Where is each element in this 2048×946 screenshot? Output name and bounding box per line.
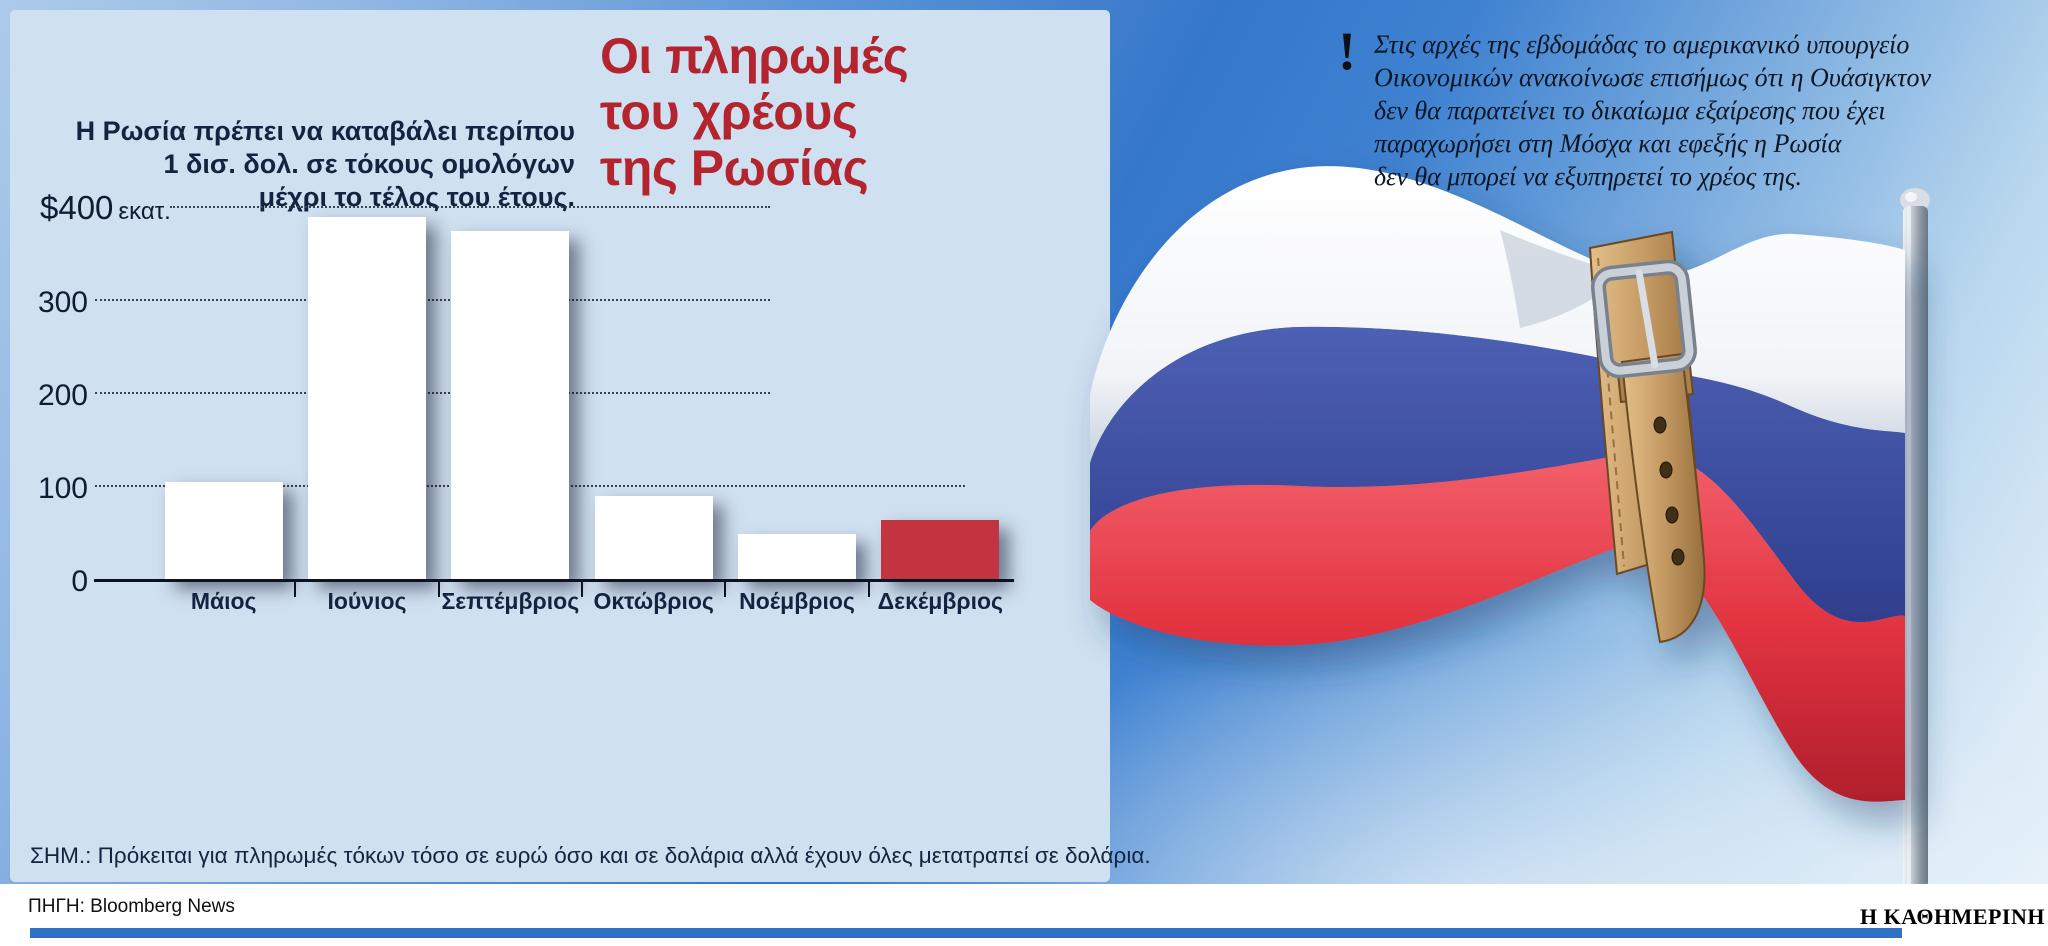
gridline-200: [95, 392, 770, 394]
bar-Νοέμβριος: [738, 533, 856, 580]
subtitle-line: 1 δισ. δολ. σε τόκους ομολόγων: [163, 149, 575, 179]
x-axis-label-Μάιος: Μάιος: [190, 588, 257, 614]
x-axis-tick: [437, 582, 440, 597]
bar-Μάιος: [164, 482, 283, 580]
y-axis-label-0: 0: [71, 565, 88, 598]
title-line: του χρέους: [600, 84, 858, 140]
x-axis-tick: [724, 582, 727, 597]
x-axis-tick: [294, 582, 297, 597]
y-axis-label-100: 100: [37, 472, 88, 505]
chart-note: ΣΗΜ.: Πρόκειται για πληρωμές τόκων τόσο …: [30, 843, 1151, 868]
title-line: της Ρωσίας: [600, 140, 869, 196]
callout-line: Στις αρχές της εβδομάδας το αμερικανικό …: [1373, 30, 1910, 59]
bar-Δεκέμβριος: [881, 519, 1000, 580]
chart-title: Οι πληρωμές του χρέους της Ρωσίας: [600, 28, 909, 196]
y-axis-label-top: $400 εκατ.: [40, 189, 171, 226]
bar-Οκτώβριος: [594, 496, 713, 580]
gridline-400: [170, 206, 770, 208]
x-axis-label-Ιούνιος: Ιούνιος: [327, 588, 407, 614]
chart-panel: Η Ρωσία πρέπει να καταβάλει περίπου 1 δι…: [10, 10, 1151, 882]
y-axis-label-200: 200: [37, 379, 88, 412]
x-axis-label-Νοέμβριος: Νοέμβριος: [739, 588, 855, 614]
callout-line: δεν θα παρατείνει το δικαίωμα εξαίρεσης …: [1373, 96, 1886, 125]
gridline-300: [95, 299, 770, 301]
source-credit: ΠΗΓΗ: Bloomberg News: [28, 896, 235, 917]
x-axis-line: [94, 579, 1014, 582]
title-line: Οι πληρωμές: [600, 28, 909, 84]
x-axis-tick: [867, 582, 870, 597]
footer-rule: [30, 928, 1902, 938]
plot-area: 0 100 200 300 $400 εκατ. Μάιος Ιούνιος Σεπτέμβρι…: [38, 180, 1014, 614]
newspaper-logo: Η ΚΑΘΗΜΕΡΙΝΗ: [1860, 904, 2045, 929]
x-axis-label-Οκτώβριος: Οκτώβριος: [593, 588, 714, 614]
footer: ΠΗΓΗ: Bloomberg News Η ΚΑΘΗΜΕΡΙΝΗ: [0, 884, 2048, 946]
x-axis-label-Σεπτέμβριος: Σεπτέμβριος: [441, 588, 580, 614]
x-axis-label-Δεκέμβριος: Δεκέμβριος: [877, 588, 1004, 614]
callout-text: Στις αρχές της εβδομάδας το αμερικανικό …: [1374, 28, 1931, 193]
subtitle-line: Η Ρωσία πρέπει να καταβάλει περίπου: [75, 116, 575, 146]
y-axis-label-300: 300: [37, 286, 88, 319]
callout-line: παραχωρήσει στη Μόσχα και εφεξής η Ρωσία: [1373, 129, 1842, 158]
bar-Σεπτέμβριος: [451, 231, 570, 580]
callout-line: δεν θα μπορεί να εξυπηρετεί το χρέος της…: [1373, 162, 1802, 191]
news-callout: ! Στις αρχές της εβδομάδας το αμερικανικ…: [1338, 21, 1998, 193]
x-axis-tick: [581, 582, 583, 597]
bar-Ιούνιος: [308, 217, 426, 580]
callout-line: Οικονομικών ανακοίνωσε επισήμως ότι η Ου…: [1373, 63, 1932, 92]
exclamation-icon: !: [1338, 21, 1356, 81]
